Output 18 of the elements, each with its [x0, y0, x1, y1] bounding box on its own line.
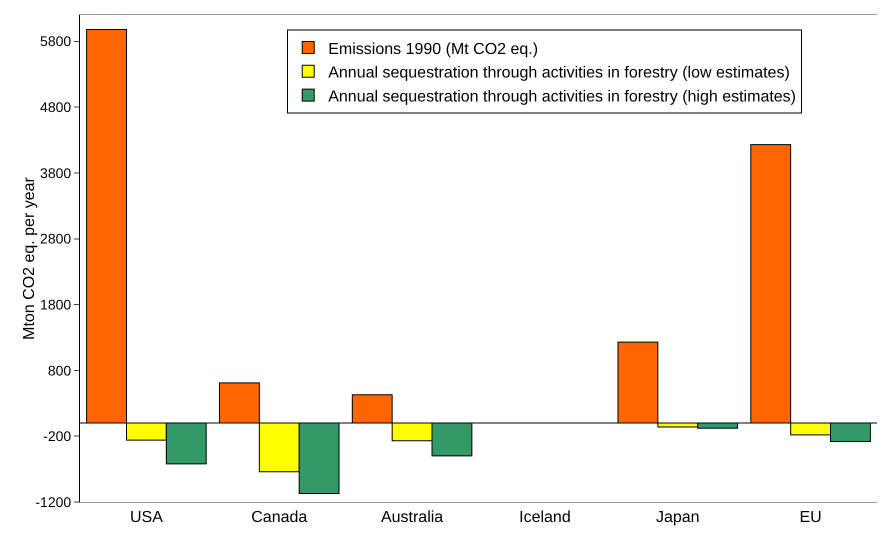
- x-tick-label: Iceland: [519, 509, 571, 526]
- legend-label: Annual sequestration through activities in forestry (low estimates): [328, 64, 790, 82]
- x-tick-label: EU: [799, 509, 822, 526]
- y-tick-label: -200: [43, 428, 72, 444]
- x-tick-label: Australia: [380, 509, 444, 526]
- x-tick-label: USA: [130, 509, 164, 526]
- y-tick-label: 800: [48, 362, 72, 378]
- x-tick-label: Japan: [656, 509, 700, 526]
- y-tick-label: 1800: [40, 296, 72, 312]
- y-tick-label: 3800: [40, 164, 72, 181]
- x-tick-label: Canada: [251, 509, 308, 526]
- y-axis-title: Mton CO2 eq. per year: [21, 176, 38, 340]
- legend-label: Emissions 1990 (Mt CO2 eq.): [328, 40, 538, 58]
- y-tick-label: 2800: [40, 230, 72, 247]
- legend-label: Annual sequestration through activities in forestry (high estimates): [328, 88, 796, 106]
- y-tick-label: -1200: [35, 494, 72, 510]
- y-tick-label: 5800: [40, 33, 72, 50]
- y-tick-label: 4800: [40, 99, 72, 116]
